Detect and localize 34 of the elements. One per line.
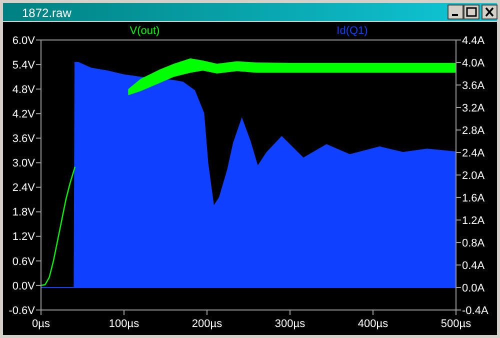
y-tick-label: 2.4V: [12, 182, 36, 194]
chart-title: 1872.raw: [22, 6, 72, 20]
y-tick-label: 0.0V: [12, 280, 36, 292]
text: Id(Q1): [336, 25, 368, 37]
y-tick-label: 6.0V: [12, 34, 36, 47]
y-tick-label: 3.6V: [12, 133, 36, 146]
y-tick-label: 5.4V: [12, 59, 36, 72]
y2-tick-label: 0.8A: [462, 237, 486, 250]
y-tick-label: 1.8V: [12, 206, 36, 219]
y2-tick-label: 2.0A: [462, 170, 486, 182]
text: V(out): [130, 25, 160, 37]
y2-tick-label: 3.6A: [462, 80, 486, 92]
y2-tick-label: 0.4A: [462, 260, 486, 272]
y-tick-label: 4.8V: [12, 84, 36, 96]
y-tick-label: -0.6V: [8, 304, 36, 317]
y2-tick-label: 2.8A: [462, 124, 486, 137]
y2-tick-label: 4.0A: [462, 57, 486, 70]
y2-tick-label: 1.6A: [462, 192, 486, 204]
y2-tick-label: 4.4A: [462, 34, 486, 47]
x-tick-label: 100µs: [108, 318, 140, 330]
x-tick-label: 300µs: [274, 318, 306, 330]
y-tick-label: 3.0V: [12, 158, 36, 170]
y-tick-label: 0.6V: [12, 256, 36, 268]
y2-tick-label: 2.4A: [462, 147, 486, 160]
x-tick-label: 200µs: [192, 318, 223, 330]
y-tick-label: 4.2V: [12, 108, 36, 120]
y2-tick-label: -0.4A: [462, 304, 489, 317]
x-tick-label: 400µs: [358, 318, 389, 330]
y2-tick-label: 3.2A: [462, 102, 486, 114]
x-tick-label: 500µs: [440, 318, 472, 330]
y2-tick-label: 0.0A: [462, 282, 486, 294]
x-tick-label: 0µs: [32, 318, 50, 330]
y-tick-label: 1.2V: [12, 231, 36, 244]
y2-tick-label: 1.2A: [462, 214, 486, 227]
